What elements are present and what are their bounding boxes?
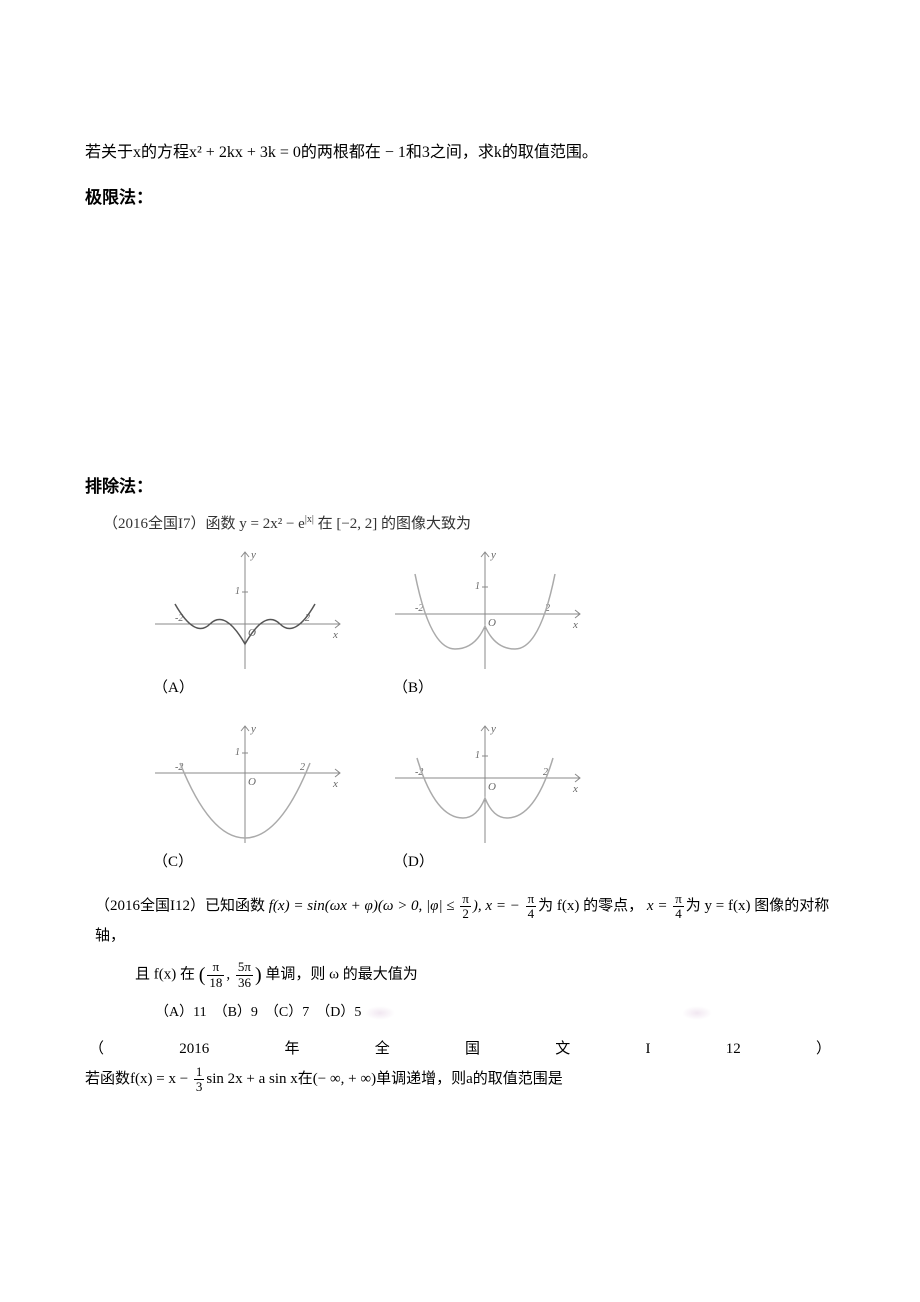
sp8: ）	[816, 1037, 831, 1061]
svg-text:O: O	[488, 781, 496, 793]
svg-text:O: O	[248, 776, 256, 788]
sp5: 文	[555, 1037, 570, 1061]
blank-space	[85, 223, 835, 473]
svg-text:2: 2	[300, 762, 305, 773]
p3-frac2: π4	[526, 892, 537, 922]
graph-a: -2 2 1 O x y （A）	[145, 544, 345, 700]
p3-int2: 5π36	[236, 960, 253, 990]
p3-frac1: π2	[460, 892, 471, 922]
problem3-line2: 且 f(x) 在 (π18, 5π36) 单调，则 ω 的最大值为	[135, 956, 835, 994]
svg-text:y: y	[250, 723, 256, 735]
problem1-text: 若关于x的方程x² + 2kx + 3k = 0的两根都在 − 1和3之间，求k…	[85, 140, 835, 166]
p3-mid1: ), x = −	[473, 898, 524, 914]
svg-text:1: 1	[235, 586, 240, 597]
section2-heading: 排除法：	[85, 473, 835, 500]
smudge-decoration	[365, 1006, 395, 1020]
graph-b-svg: -2 2 1 O x y	[385, 544, 585, 674]
p3-prefix: （2016全国I12）已知函数	[95, 898, 269, 914]
svg-text:x: x	[332, 778, 338, 790]
problem2-header: （2016全国I7）函数 y = 2x² − e|x| 在 [−2, 2] 的图…	[103, 512, 835, 536]
graph-c: -2 2 1 O x y （C）	[145, 718, 345, 874]
p3-options-text: （A）11 （B）9 （C）7 （D）5	[155, 1005, 361, 1020]
svg-text:y: y	[250, 549, 256, 561]
problem3-options: （A）11 （B）9 （C）7 （D）5	[155, 1000, 835, 1027]
p3-mid2: 为 f(x) 的零点，	[538, 898, 643, 914]
svg-text:1: 1	[475, 750, 480, 761]
svg-text:1: 1	[475, 581, 480, 592]
graph-c-label: （C）	[153, 850, 193, 874]
graph-c-svg: -2 2 1 O x y	[145, 718, 345, 848]
sp2: 年	[284, 1037, 299, 1061]
smudge-decoration-2	[682, 1006, 712, 1020]
p3-frac3pre: x =	[647, 898, 671, 914]
sp4: 国	[465, 1037, 480, 1061]
p3-l2post: 单调，则 ω 的最大值为	[265, 967, 417, 983]
p3-int1: π18	[207, 960, 224, 990]
p3-frac3: π4	[673, 892, 684, 922]
graph-a-label: （A）	[153, 676, 194, 700]
graph-d: -2 2 1 O x y （D）	[385, 718, 585, 874]
sp1: 2016	[179, 1037, 209, 1061]
graph-d-label: （D）	[393, 850, 434, 874]
graphs-row-1: -2 2 1 O x y （A） -2 2 1 O x y （B）	[145, 544, 835, 700]
graph-b-label: （B）	[393, 676, 433, 700]
graph-d-svg: -2 2 1 O x y	[385, 718, 585, 848]
p3-l2pre: 且 f(x) 在	[135, 967, 195, 983]
sp6: I	[645, 1037, 650, 1061]
p4-pre: 若函数f(x) = x −	[85, 1071, 192, 1087]
problem2-header-tail: 在 [−2, 2] 的图像大致为	[318, 516, 471, 532]
p3-main: f(x) = sin(ωx + φ)(ω > 0, |φ| ≤	[269, 898, 459, 914]
svg-text:y: y	[490, 549, 496, 561]
svg-text:x: x	[572, 783, 578, 795]
problem4-text: 若函数f(x) = x − 13sin 2x + a sin x在(− ∞, +…	[85, 1065, 835, 1095]
graph-a-svg: -2 2 1 O x y	[145, 544, 345, 674]
sp0: （	[89, 1037, 104, 1061]
sp3: 全	[375, 1037, 390, 1061]
problem4-spread: （ 2016 年 全 国 文 I 12 ）	[85, 1037, 835, 1061]
svg-text:O: O	[488, 617, 496, 629]
p4-post: sin 2x + a sin x在(− ∞, + ∞)单调递增，则a的取值范围是	[206, 1071, 562, 1087]
problem2-sup: |x|	[305, 514, 314, 525]
problem3-block: （2016全国I12）已知函数 f(x) = sin(ωx + φ)(ω > 0…	[95, 892, 835, 1027]
section1-heading: 极限法：	[85, 184, 835, 211]
sp7: 12	[726, 1037, 741, 1061]
problem3-line1: （2016全国I12）已知函数 f(x) = sin(ωx + φ)(ω > 0…	[95, 892, 835, 950]
graph-b: -2 2 1 O x y （B）	[385, 544, 585, 700]
problem2-header-pre: （2016全国I7）函数 y = 2x² − e	[103, 516, 305, 532]
svg-text:y: y	[490, 723, 496, 735]
svg-text:1: 1	[235, 747, 240, 758]
p4-frac: 13	[194, 1065, 205, 1095]
graphs-row-2: -2 2 1 O x y （C） -2 2 1 O x y （D）	[145, 718, 835, 874]
svg-text:x: x	[572, 619, 578, 631]
svg-text:x: x	[332, 629, 338, 641]
